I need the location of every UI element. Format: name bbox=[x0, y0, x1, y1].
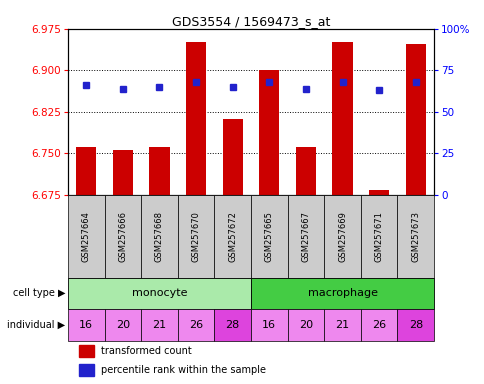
FancyBboxPatch shape bbox=[287, 195, 323, 278]
FancyBboxPatch shape bbox=[105, 309, 141, 341]
FancyBboxPatch shape bbox=[360, 309, 397, 341]
Bar bbox=[79, 364, 93, 376]
FancyBboxPatch shape bbox=[397, 195, 433, 278]
FancyBboxPatch shape bbox=[251, 309, 287, 341]
Text: GSM257668: GSM257668 bbox=[154, 211, 164, 262]
FancyBboxPatch shape bbox=[323, 309, 360, 341]
FancyBboxPatch shape bbox=[68, 278, 251, 309]
Text: individual ▶: individual ▶ bbox=[7, 320, 65, 330]
Text: 26: 26 bbox=[189, 320, 203, 330]
Bar bbox=[258, 70, 279, 195]
FancyBboxPatch shape bbox=[251, 278, 433, 309]
Title: GDS3554 / 1569473_s_at: GDS3554 / 1569473_s_at bbox=[171, 15, 330, 28]
Text: GSM257671: GSM257671 bbox=[374, 211, 383, 262]
Bar bbox=[405, 44, 425, 195]
FancyBboxPatch shape bbox=[141, 195, 177, 278]
Text: 21: 21 bbox=[335, 320, 349, 330]
Bar bbox=[295, 147, 316, 195]
Text: 16: 16 bbox=[79, 320, 93, 330]
Bar bbox=[185, 41, 206, 195]
Text: cell type ▶: cell type ▶ bbox=[13, 288, 65, 298]
FancyBboxPatch shape bbox=[68, 195, 105, 278]
Text: macrophage: macrophage bbox=[307, 288, 377, 298]
Text: GSM257672: GSM257672 bbox=[227, 211, 237, 262]
Text: 28: 28 bbox=[225, 320, 239, 330]
FancyBboxPatch shape bbox=[141, 309, 177, 341]
Bar bbox=[112, 151, 133, 195]
Text: 20: 20 bbox=[116, 320, 130, 330]
FancyBboxPatch shape bbox=[287, 309, 323, 341]
Text: GSM257667: GSM257667 bbox=[301, 211, 310, 262]
Bar bbox=[79, 345, 93, 358]
Text: GSM257673: GSM257673 bbox=[410, 211, 420, 262]
Text: transformed count: transformed count bbox=[101, 346, 191, 356]
Bar bbox=[332, 41, 352, 195]
Text: GSM257670: GSM257670 bbox=[191, 211, 200, 262]
Text: 21: 21 bbox=[152, 320, 166, 330]
Bar bbox=[76, 147, 96, 195]
Text: 26: 26 bbox=[371, 320, 385, 330]
Text: 28: 28 bbox=[408, 320, 422, 330]
FancyBboxPatch shape bbox=[105, 195, 141, 278]
Text: GSM257666: GSM257666 bbox=[118, 211, 127, 262]
FancyBboxPatch shape bbox=[214, 195, 251, 278]
FancyBboxPatch shape bbox=[397, 309, 433, 341]
FancyBboxPatch shape bbox=[323, 195, 360, 278]
FancyBboxPatch shape bbox=[177, 195, 214, 278]
Text: 20: 20 bbox=[298, 320, 312, 330]
Text: GSM257664: GSM257664 bbox=[81, 211, 91, 262]
FancyBboxPatch shape bbox=[68, 309, 105, 341]
FancyBboxPatch shape bbox=[214, 309, 251, 341]
FancyBboxPatch shape bbox=[177, 309, 214, 341]
Text: GSM257669: GSM257669 bbox=[337, 211, 347, 262]
FancyBboxPatch shape bbox=[360, 195, 397, 278]
Text: 16: 16 bbox=[262, 320, 276, 330]
Bar bbox=[222, 119, 242, 195]
FancyBboxPatch shape bbox=[251, 195, 287, 278]
Text: GSM257665: GSM257665 bbox=[264, 211, 273, 262]
Bar bbox=[368, 190, 389, 195]
Bar bbox=[149, 147, 169, 195]
Text: percentile rank within the sample: percentile rank within the sample bbox=[101, 365, 265, 375]
Text: monocyte: monocyte bbox=[132, 288, 187, 298]
